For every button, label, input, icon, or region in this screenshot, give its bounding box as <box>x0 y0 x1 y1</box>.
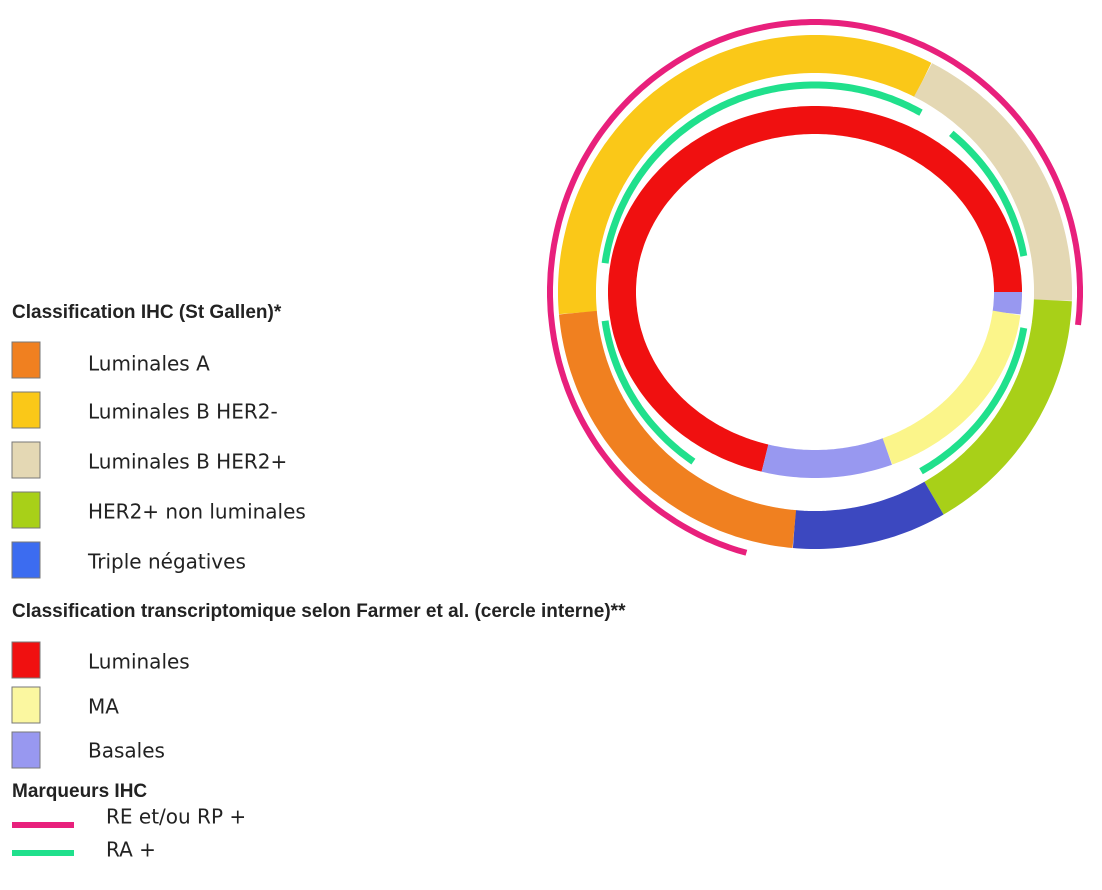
legend-item: HER2+ non luminales <box>88 500 306 524</box>
swatch <box>11 686 41 724</box>
ring-arc <box>992 292 1022 315</box>
rings <box>547 19 1083 556</box>
ring-arc <box>608 106 1022 472</box>
swatch <box>11 391 41 429</box>
legend-title: Marqueurs IHC <box>12 781 147 802</box>
swatch <box>11 731 41 769</box>
ring-arc <box>913 63 1072 301</box>
ring-arc <box>547 19 1083 556</box>
legend-item: Triple négatives <box>87 550 246 574</box>
ring-arc <box>761 438 892 478</box>
ring-arc <box>919 327 1028 475</box>
ring-arc <box>882 310 1021 465</box>
swatch <box>11 641 41 679</box>
swatch <box>11 441 41 479</box>
ring-arc <box>924 299 1072 515</box>
legend-title: Classification transcriptomique selon Fa… <box>12 601 626 622</box>
ring-arc <box>792 481 944 549</box>
legend-item: Luminales <box>88 650 190 674</box>
swatch <box>11 341 41 379</box>
legend-item: Luminales B HER2- <box>88 400 278 424</box>
ring-arc <box>558 310 797 549</box>
ring-arc <box>601 81 923 264</box>
swatches <box>11 341 41 769</box>
legend-item: Luminales B HER2+ <box>88 450 287 474</box>
legend-item: Luminales A <box>88 352 210 376</box>
ring-arc <box>601 320 696 465</box>
ring-arc <box>949 130 1028 257</box>
legend-item: RE et/ou RP + <box>106 805 246 829</box>
legend-title: Classification IHC (St Gallen)* <box>12 302 282 323</box>
legend-item: Basales <box>88 739 165 763</box>
swatch <box>11 491 41 529</box>
legend-item: MA <box>88 695 119 719</box>
ring-arc <box>558 35 932 315</box>
swatch <box>11 541 41 579</box>
legend-item: RA + <box>106 838 156 862</box>
